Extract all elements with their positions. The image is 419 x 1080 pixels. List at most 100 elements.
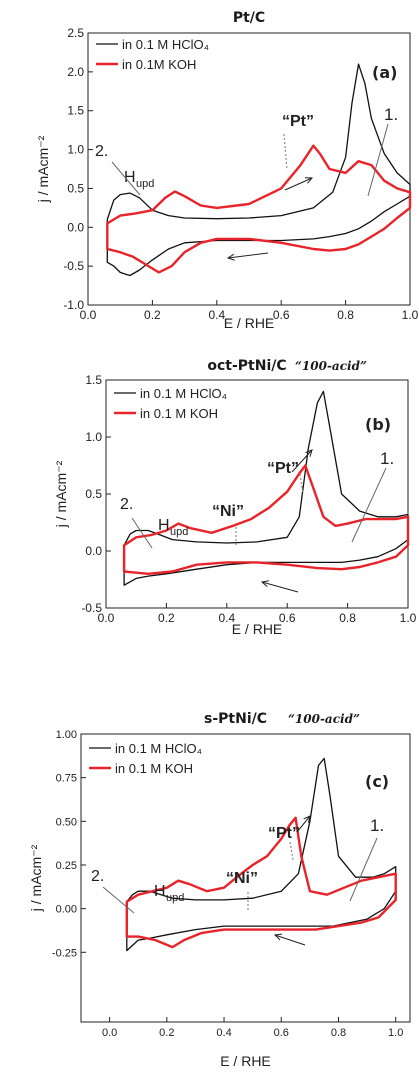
y-axis-label: j / mAcm⁻² xyxy=(53,460,69,528)
sweep-arrowhead xyxy=(304,177,314,184)
y-tick-label: 2.0 xyxy=(67,65,84,79)
x-tick-label: 1.0 xyxy=(402,308,419,322)
ni-label: “Ni” xyxy=(226,870,258,887)
leader-line xyxy=(131,517,153,549)
pt-label: “Pt” xyxy=(267,460,299,477)
chart-panel-a: Pt/C 0.0 0.2 0.4 0.6 0.8 1.0 -1.0 -0.5 0.0 0.5 1.0 1… xyxy=(35,10,419,331)
y-tick-label: 1.5 xyxy=(85,373,102,387)
sweep-arrowhead xyxy=(305,449,313,457)
sweep-arrow xyxy=(274,934,306,946)
hupd-label: H xyxy=(158,517,170,534)
leader-line xyxy=(351,467,387,543)
sweep-arrow xyxy=(291,449,313,473)
x-tick-label: 1.0 xyxy=(400,611,417,625)
chart-panel-b: oct-PtNi/C “100-acid” 0.0 0.2 0.4 0.6 0.8 1.0 -0… xyxy=(53,358,417,637)
y-tick-label: -1.0 xyxy=(63,298,84,312)
y-tick-label: 0.0 xyxy=(85,544,102,558)
plot-frame xyxy=(80,733,411,1023)
x-tick-label: 0.2 xyxy=(159,1027,174,1039)
legend-label: in 0.1M KOH xyxy=(122,57,196,72)
leader-line xyxy=(349,837,378,902)
x-tick-label: 0.4 xyxy=(216,1027,231,1039)
x-tick-label: 0.4 xyxy=(208,308,225,322)
legend-label: in 0.1 M KOH xyxy=(115,761,193,776)
legend-label: in 0.1 M KOH xyxy=(140,406,218,421)
y-tick-label: 1.5 xyxy=(67,104,84,118)
region-1-label: 1. xyxy=(384,105,398,124)
y-tick-label: 1.0 xyxy=(67,143,84,157)
y-tick-label: 0.00 xyxy=(56,904,77,916)
panel-label: (b) xyxy=(365,415,391,434)
y-tick-label: 2.5 xyxy=(67,26,84,40)
x-tick-label: 0.6 xyxy=(274,1027,289,1039)
series-line-koh xyxy=(125,816,397,949)
y-tick-label: -0.5 xyxy=(81,601,102,615)
chart-title: Pt/C xyxy=(233,10,265,26)
y-tick-label: 0.5 xyxy=(67,181,84,195)
region-1-label: 1. xyxy=(370,816,384,835)
y-tick-label: 0.50 xyxy=(56,816,77,828)
x-tick-label: 0.8 xyxy=(339,611,356,625)
chart-title: s-PtNi/C xyxy=(204,711,267,727)
x-tick-label: 1.0 xyxy=(388,1027,403,1039)
y-tick-label: 1.00 xyxy=(56,729,77,741)
chart-subtitle: “100-acid” xyxy=(288,712,360,726)
sweep-arrow xyxy=(261,581,299,593)
y-tick-label: 0.25 xyxy=(56,860,77,872)
y-tick-label: 1.0 xyxy=(85,430,102,444)
y-axis-label: j / mAcm⁻² xyxy=(35,135,51,203)
region-2-label: 2. xyxy=(95,143,108,160)
chart-panel-c: s-PtNi/C “100-acid” 0.0 0.2 0.4 0.6 0.8 1.0 -0.2… xyxy=(28,711,411,1069)
pt-label: “Pt” xyxy=(268,825,300,842)
region-2-label: 2. xyxy=(120,496,133,513)
hupd-label: H xyxy=(154,883,166,900)
leader-line xyxy=(367,123,389,197)
x-tick-label: 0.6 xyxy=(273,308,290,322)
x-axis-label: E / RHE xyxy=(224,315,275,331)
series-line-hclo4 xyxy=(126,757,397,952)
y-tick-label: -0.25 xyxy=(52,947,77,959)
chart-title: oct-PtNi/C xyxy=(207,358,286,374)
hupd-subscript: upd xyxy=(170,526,188,538)
y-tick-label: 0.0 xyxy=(67,220,84,234)
x-tick-label: 0.0 xyxy=(102,1027,117,1039)
panel-label: (c) xyxy=(365,772,389,791)
x-tick-label: 0.8 xyxy=(337,308,354,322)
hupd-label: H xyxy=(124,169,136,186)
ni-label: “Ni” xyxy=(212,503,244,520)
sweep-arrowhead xyxy=(260,580,269,587)
peak-marker xyxy=(299,473,304,495)
hupd-subscript: upd xyxy=(166,892,184,904)
sweep-arrowhead xyxy=(303,815,311,823)
series-line-koh xyxy=(122,464,410,575)
x-tick-label: 0.0 xyxy=(98,611,115,625)
legend-label: in 0.1 M HClO₄ xyxy=(140,386,227,401)
peak-marker xyxy=(283,133,288,171)
x-tick-label: 0.2 xyxy=(158,611,175,625)
leader-line xyxy=(111,161,141,196)
legend-label: in 0.1 M HClO₄ xyxy=(122,37,209,52)
x-tick-label: 0.0 xyxy=(80,308,97,322)
x-tick-label: 0.2 xyxy=(144,308,161,322)
series-line-hclo4 xyxy=(106,63,411,277)
chart-subtitle: “100-acid” xyxy=(295,359,367,373)
region-2-label: 2. xyxy=(91,868,104,885)
peak-marker xyxy=(289,841,294,861)
series-line-hclo4 xyxy=(123,390,409,586)
x-tick-label: 0.4 xyxy=(218,611,235,625)
sweep-arrow xyxy=(296,815,311,833)
y-tick-label: 0.5 xyxy=(85,487,102,501)
sweep-arrow xyxy=(227,252,269,259)
x-axis-label: E / RHE xyxy=(232,621,283,637)
sweep-arrowhead xyxy=(273,933,283,941)
plot-frame xyxy=(87,32,411,306)
x-tick-label: 0.6 xyxy=(279,611,296,625)
legend-label: in 0.1 M HClO₄ xyxy=(115,741,202,756)
x-axis-label: E / RHE xyxy=(220,1053,271,1069)
y-axis-label: j / mAcm⁻² xyxy=(28,844,44,912)
series-line-koh xyxy=(106,144,412,274)
y-tick-label: -0.5 xyxy=(63,259,84,273)
sweep-arrowhead xyxy=(226,253,235,261)
y-tick-label: 0.75 xyxy=(56,773,77,785)
